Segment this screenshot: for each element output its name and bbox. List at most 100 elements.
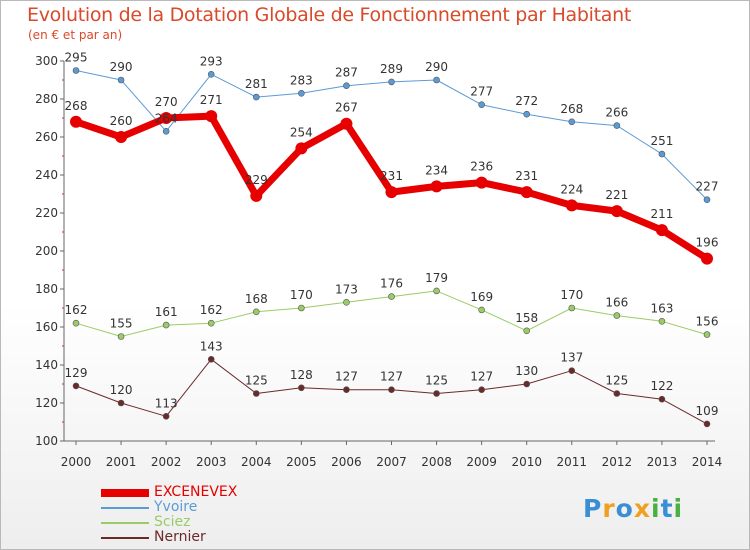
data-point-excenevex [160, 112, 173, 124]
data-label-excenevex: 267 [335, 101, 358, 115]
data-point-excenevex [475, 176, 488, 189]
data-point-excenevex [520, 186, 533, 199]
data-point-excenevex [115, 131, 128, 143]
data-point-nernier [523, 380, 531, 388]
data-point-yvoire [162, 128, 170, 135]
data-label-sciez: 169 [470, 290, 493, 304]
data-point-nernier [252, 390, 260, 397]
data-label-sciez: 162 [200, 303, 223, 317]
data-label-nernier: 143 [200, 339, 223, 353]
data-point-yvoire [658, 150, 666, 158]
data-point-nernier [478, 386, 485, 394]
x-tick-label: 2011 [557, 455, 588, 469]
y-tick-label: 140 [35, 358, 58, 372]
legend-item-yvoire: Yvoire [101, 499, 281, 515]
proxiti-logo: Proxiti [583, 494, 683, 523]
data-point-nernier [343, 386, 350, 394]
data-point-nernier [703, 420, 711, 428]
data-point-yvoire [523, 110, 531, 118]
data-point-sciez [72, 319, 80, 327]
data-point-nernier [162, 412, 170, 420]
data-label-yvoire: 283 [290, 73, 313, 87]
data-point-excenevex [701, 252, 713, 265]
data-label-yvoire: 281 [245, 77, 268, 91]
data-label-yvoire: 264 [155, 111, 178, 125]
y-tick-label: 280 [35, 92, 58, 106]
data-point-excenevex [385, 186, 398, 199]
legend-swatch [101, 489, 149, 497]
data-label-yvoire: 290 [110, 60, 133, 74]
data-label-yvoire: 293 [200, 54, 223, 68]
data-point-excenevex [340, 117, 353, 130]
data-label-nernier: 130 [515, 364, 538, 378]
data-point-sciez [252, 308, 260, 316]
data-label-excenevex: 234 [425, 163, 448, 177]
data-point-yvoire [207, 71, 215, 78]
data-label-excenevex: 224 [560, 182, 583, 196]
data-label-yvoire: 251 [650, 134, 673, 148]
data-point-nernier [72, 382, 80, 390]
legend-label: Nernier [154, 529, 206, 545]
data-point-excenevex [250, 189, 263, 202]
data-point-sciez [478, 306, 485, 314]
data-label-excenevex: 271 [200, 93, 223, 107]
y-tick-label: 120 [35, 396, 58, 410]
data-label-excenevex: 260 [110, 114, 133, 128]
x-tick-label: 2008 [421, 455, 452, 469]
data-point-yvoire [117, 76, 125, 84]
data-point-yvoire [568, 118, 576, 126]
data-label-sciez: 170 [290, 288, 313, 302]
data-point-nernier [207, 355, 215, 363]
chart-subtitle: (en € et par an) [28, 28, 123, 42]
data-label-nernier: 128 [290, 368, 313, 382]
logo-letter: P [583, 494, 603, 523]
data-label-nernier: 113 [155, 396, 178, 410]
data-point-yvoire [613, 122, 621, 129]
data-label-sciez: 166 [605, 296, 628, 310]
data-point-sciez [658, 317, 666, 325]
y-tick-label: 100 [35, 434, 58, 448]
data-point-yvoire [388, 78, 395, 86]
x-tick-label: 2013 [647, 455, 678, 469]
chart-title: Evolution de la Dotation Globale de Fonc… [27, 4, 632, 26]
data-label-nernier: 120 [110, 383, 133, 397]
data-point-nernier [658, 395, 666, 403]
data-label-sciez: 173 [335, 282, 358, 296]
data-label-sciez: 155 [110, 317, 133, 331]
x-tick-label: 2006 [331, 455, 362, 469]
data-label-nernier: 127 [380, 370, 403, 384]
x-tick-label: 2004 [241, 455, 272, 469]
y-tick-label: 260 [35, 130, 58, 144]
data-label-nernier: 109 [696, 404, 719, 418]
legend-item-nernier: Nernier [101, 529, 281, 545]
logo-letter: r [602, 494, 616, 523]
data-label-yvoire: 266 [605, 106, 628, 120]
data-point-sciez [298, 304, 305, 312]
data-point-nernier [613, 390, 621, 397]
data-label-nernier: 125 [605, 374, 628, 388]
data-point-sciez [523, 327, 531, 335]
x-tick-label: 2000 [61, 455, 92, 469]
data-label-excenevex: 231 [380, 169, 403, 183]
legend-swatch [101, 507, 149, 509]
legend: EXCENEVEX Yvoire Sciez Nernier [101, 484, 281, 545]
data-point-nernier [298, 384, 305, 392]
data-point-nernier [568, 367, 576, 375]
x-tick-label: 2014 [692, 455, 723, 469]
data-label-excenevex: 231 [515, 169, 538, 183]
data-label-sciez: 158 [515, 311, 538, 325]
data-label-excenevex: 268 [65, 99, 88, 113]
y-tick-label: 220 [35, 206, 58, 220]
data-point-yvoire [298, 90, 305, 97]
x-tick-label: 2012 [602, 455, 633, 469]
data-point-yvoire [252, 93, 260, 101]
x-tick-label: 2007 [376, 455, 407, 469]
data-label-sciez: 161 [155, 305, 178, 319]
y-tick-label: 180 [35, 282, 58, 296]
data-label-excenevex: 270 [155, 95, 178, 109]
data-label-nernier: 137 [560, 351, 583, 365]
data-point-sciez [162, 321, 170, 329]
data-label-sciez: 179 [425, 271, 448, 285]
y-tick-label: 200 [35, 244, 58, 258]
